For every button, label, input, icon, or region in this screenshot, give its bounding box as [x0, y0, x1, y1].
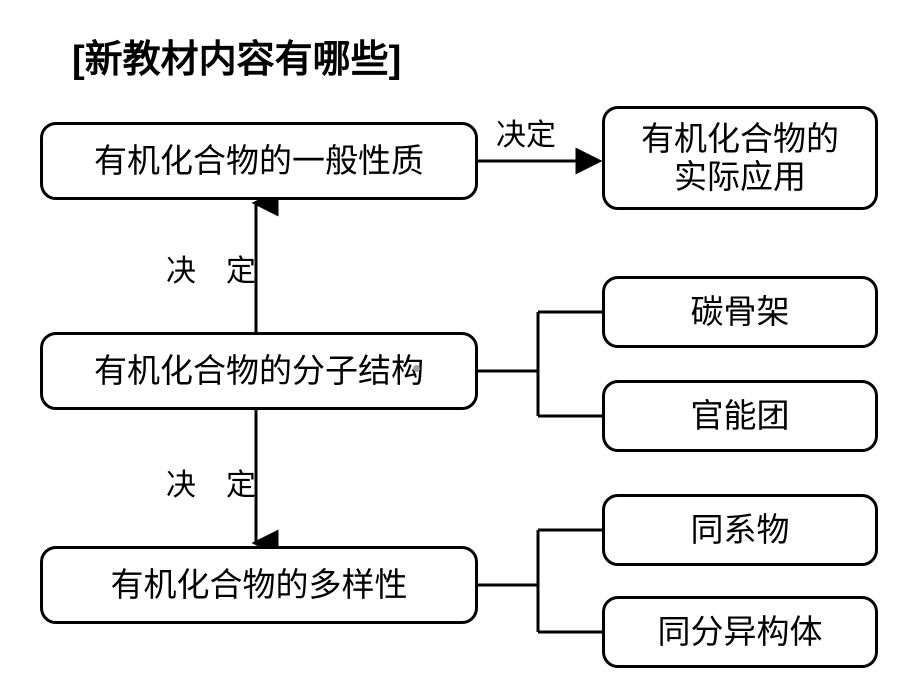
edge-label-determine-mid-2: 决 定: [166, 460, 256, 504]
node-label: 同分异构体: [658, 613, 823, 651]
node-applications: 有机化合物的实际应用: [602, 106, 878, 210]
node-label: 有机化合物的多样性: [111, 566, 408, 604]
diagram-page: { "canvas": { "w": 920, "h": 690, "bg": …: [0, 0, 920, 690]
node-label: 碳骨架: [691, 293, 790, 331]
node-functional-group: 官能团: [602, 380, 878, 452]
node-carbon-skeleton: 碳骨架: [602, 276, 878, 348]
center-dot-icon: [413, 365, 420, 372]
node-general-properties: 有机化合物的一般性质: [40, 122, 478, 200]
node-isomers: 同分异构体: [602, 596, 878, 668]
node-diversity: 有机化合物的多样性: [40, 546, 478, 624]
edge-label-determine-mid-1: 决 定: [166, 246, 256, 290]
node-label: 有机化合物的实际应用: [641, 120, 839, 196]
page-title: [新教材内容有哪些]: [72, 28, 401, 83]
node-molecular-structure: 有机化合物的分子结构: [40, 332, 478, 410]
node-label: 有机化合物的分子结构: [94, 352, 424, 390]
node-homologous: 同系物: [602, 494, 878, 566]
edge-label-determine-right: 决定: [496, 110, 556, 154]
node-label: 官能团: [691, 397, 790, 435]
node-label: 同系物: [691, 511, 790, 549]
node-label: 有机化合物的一般性质: [94, 142, 424, 180]
